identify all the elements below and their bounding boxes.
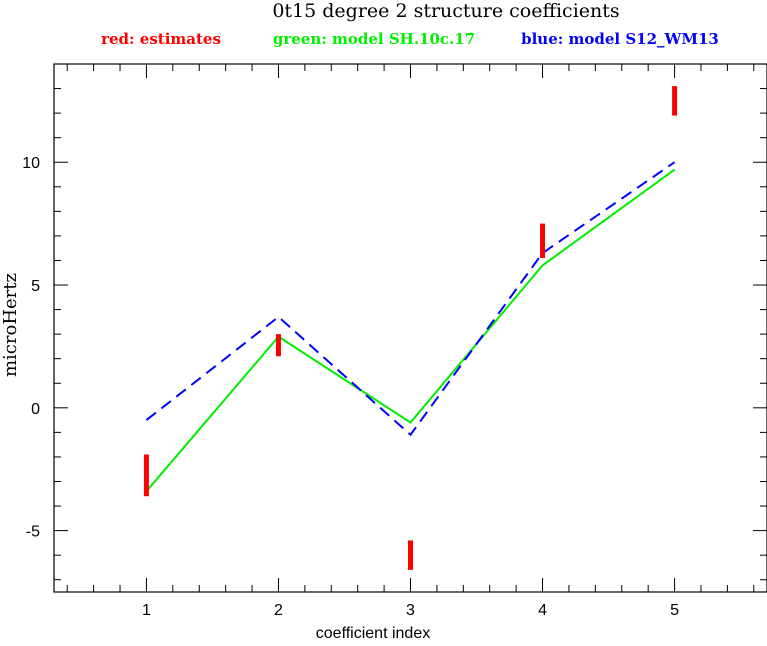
x-tick-label: 4: [538, 602, 547, 619]
x-axis-label: coefficient index: [316, 625, 430, 641]
y-tick-label: 0: [31, 401, 40, 418]
series-line-1: [145, 168, 676, 492]
chart-title: 0t15 degree 2 structure coefficients: [272, 0, 619, 22]
x-tick-label: 2: [274, 602, 283, 619]
y-tick-label: 5: [31, 278, 40, 295]
legend-estimates: red: estimates: [101, 30, 221, 48]
chart-marks: [143, 86, 678, 570]
legend-green-model: green: model SH.10c.17: [273, 30, 475, 48]
y-tick-label: 10: [22, 155, 40, 172]
legend-blue-model: blue: model S12_WM13: [521, 30, 719, 48]
axis-tick-labels: 1 2 3 4 5 -5 0 5 10: [22, 155, 679, 619]
y-axis-label: microHertz: [0, 273, 21, 377]
x-tick-label: 1: [142, 602, 151, 619]
y-tick-label: -5: [26, 524, 40, 541]
series-line-2: [145, 161, 676, 437]
x-tick-label: 3: [406, 602, 415, 619]
x-tick-label: 5: [670, 602, 679, 619]
axis-ticks: [54, 63, 767, 592]
